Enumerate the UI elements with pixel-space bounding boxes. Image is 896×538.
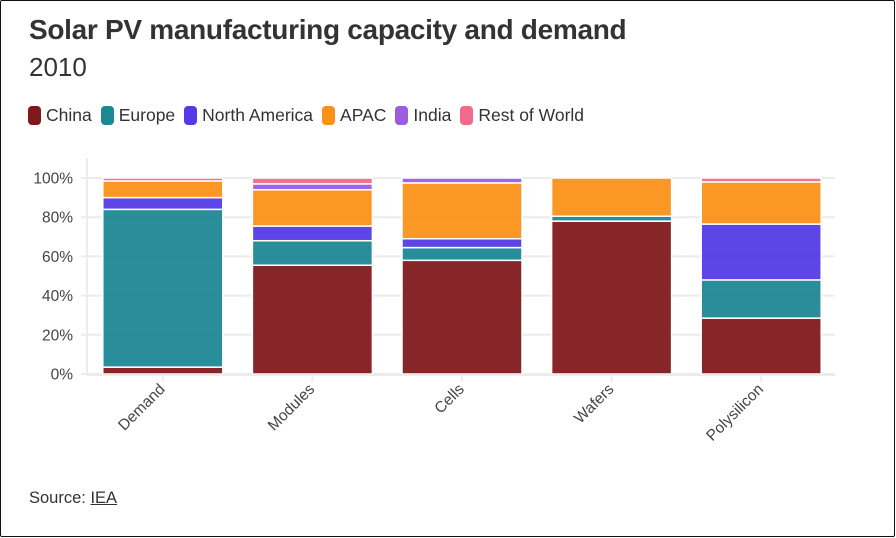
bar-segment-apac[interactable] bbox=[700, 181, 822, 225]
y-tick-label: 80% bbox=[42, 210, 73, 227]
legend-label: APAC bbox=[340, 105, 387, 125]
legend-item-china[interactable]: China bbox=[28, 105, 92, 126]
legend-label: North America bbox=[202, 105, 314, 125]
bar-segment-india[interactable] bbox=[401, 177, 523, 184]
source-link[interactable]: IEA bbox=[90, 489, 118, 507]
bar-segment-china[interactable] bbox=[401, 259, 523, 375]
legend-label: Europe bbox=[118, 105, 176, 125]
chart-subtitle: 2010 bbox=[29, 52, 87, 82]
bar-segment-india[interactable] bbox=[251, 183, 374, 191]
source-note: Source: IEA bbox=[29, 489, 117, 508]
y-tick-label: 40% bbox=[42, 288, 73, 305]
source-label: Source: bbox=[29, 489, 86, 507]
y-tick-label: 0% bbox=[51, 367, 74, 384]
x-tick-label: Wafers bbox=[571, 381, 618, 428]
bar-segment-north-america[interactable] bbox=[401, 238, 523, 249]
legend-item-india[interactable]: India bbox=[395, 105, 451, 126]
y-axis: 0% 20% 40% 60% 80% 100% bbox=[33, 171, 73, 384]
bar-segment-china[interactable] bbox=[700, 317, 822, 375]
x-tick-label: Cells bbox=[431, 381, 468, 418]
legend-swatch-rest-of-world bbox=[460, 106, 474, 125]
legend-item-rest-of-world[interactable]: Rest of World bbox=[460, 105, 584, 126]
bar-segment-china[interactable] bbox=[251, 264, 374, 375]
bar-segment-north-america[interactable] bbox=[102, 196, 224, 211]
bar-segment-china[interactable] bbox=[550, 220, 673, 375]
legend: China Europe North America APAC India Re… bbox=[28, 105, 593, 126]
legend-swatch-apac bbox=[322, 106, 336, 125]
legend-label: China bbox=[46, 105, 92, 125]
chart-title: Solar PV manufacturing capacity and dema… bbox=[29, 14, 627, 45]
bar-stack-modules bbox=[251, 177, 374, 375]
legend-label: India bbox=[413, 105, 452, 125]
legend-swatch-europe bbox=[100, 106, 114, 125]
x-tick-label: Polysilicon bbox=[703, 381, 767, 445]
bar-segment-rest-of-world[interactable] bbox=[251, 177, 374, 185]
y-tick-label: 60% bbox=[42, 249, 73, 266]
x-tick-label: Demand bbox=[115, 381, 168, 434]
legend-label: Rest of World bbox=[478, 105, 585, 125]
bar-stack-polysilicon bbox=[700, 177, 822, 375]
bars bbox=[102, 177, 822, 375]
bar-segment-europe[interactable] bbox=[700, 279, 822, 319]
bar-segment-apac[interactable] bbox=[102, 180, 224, 199]
bar-stack-wafers bbox=[550, 177, 673, 375]
x-tick-label: Modules bbox=[265, 381, 319, 435]
bar-segment-apac[interactable] bbox=[550, 177, 673, 217]
y-tick-label: 100% bbox=[33, 171, 73, 188]
bar-segment-north-america[interactable] bbox=[700, 223, 822, 281]
legend-item-europe[interactable]: Europe bbox=[100, 105, 176, 126]
legend-swatch-india bbox=[395, 106, 409, 125]
bar-segment-europe[interactable] bbox=[251, 239, 374, 266]
legend-item-apac[interactable]: APAC bbox=[322, 105, 386, 126]
bar-segment-europe[interactable] bbox=[401, 246, 523, 262]
bar-segment-north-america[interactable] bbox=[251, 225, 374, 242]
bar-segment-apac[interactable] bbox=[401, 182, 523, 240]
y-tick-label: 20% bbox=[42, 327, 73, 344]
legend-swatch-north-america bbox=[184, 106, 198, 125]
bar-segment-rest-of-world[interactable] bbox=[700, 177, 822, 183]
bar-stack-demand bbox=[102, 177, 224, 375]
bar-segment-apac[interactable] bbox=[251, 189, 374, 227]
x-axis: Demand Modules Cells Wafers Polysilicon bbox=[87, 374, 835, 445]
bar-segment-europe[interactable] bbox=[102, 208, 224, 368]
legend-item-north-america[interactable]: North America bbox=[184, 105, 313, 126]
bar-stack-cells bbox=[401, 177, 523, 375]
bar-segment-rest-of-world[interactable] bbox=[102, 177, 224, 182]
legend-swatch-china bbox=[28, 106, 41, 125]
bar-segment-china[interactable] bbox=[102, 366, 224, 375]
